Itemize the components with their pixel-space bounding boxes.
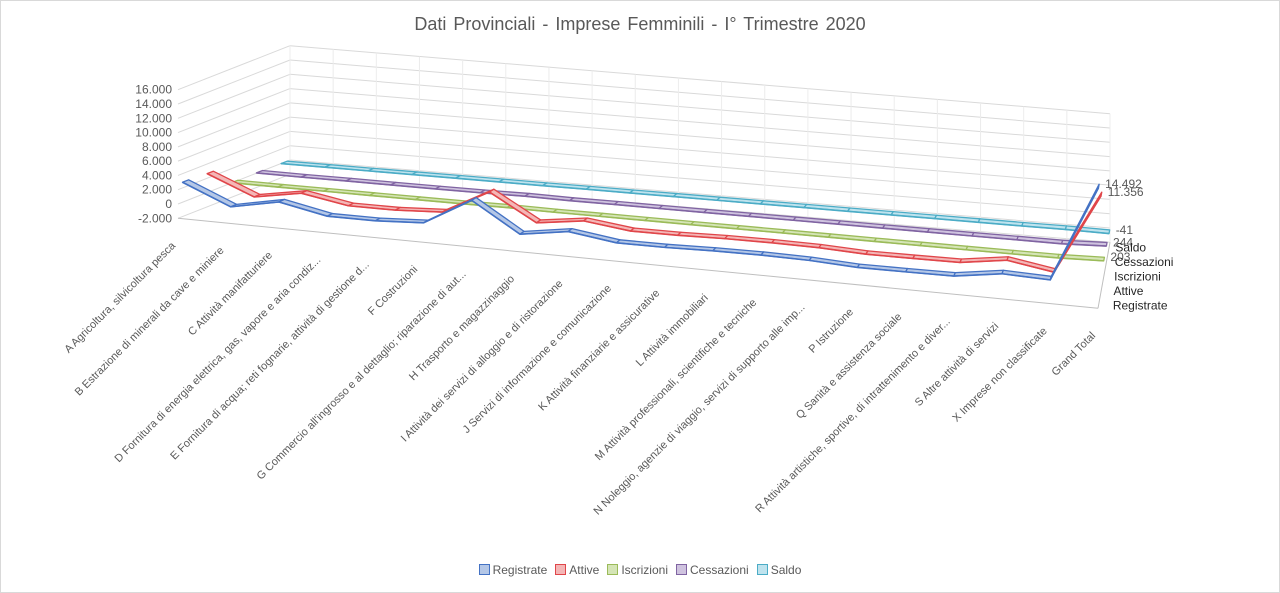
gridline-side	[177, 88, 291, 134]
legend-entry: Cessazioni	[676, 563, 749, 577]
legend-label: Iscrizioni	[621, 563, 668, 577]
series-ribbon-saldo	[280, 160, 1111, 235]
x-tick-label: H Trasporto e magazzinaggio	[407, 273, 517, 383]
floor-front-edge	[177, 217, 1099, 309]
floor-edge	[1097, 242, 1111, 309]
gridline-back	[289, 145, 1111, 215]
series-ribbon-cessazioni	[255, 169, 1108, 247]
legend-label: Registrate	[492, 563, 548, 577]
y-tick-label: 0	[165, 197, 172, 211]
x-tick-label: R Attività artistiche, sportive, di intr…	[753, 316, 953, 516]
gridline-side	[177, 45, 291, 91]
legend-entry: Attive	[555, 563, 599, 577]
series-ribbon-registrate	[181, 179, 1100, 281]
series-ribbon-attive	[206, 170, 1103, 274]
series-axis-label: Cessazioni	[1115, 255, 1174, 269]
gridline-side	[177, 173, 291, 219]
gridline-side	[177, 102, 291, 148]
legend-entry: Registrate	[478, 563, 548, 577]
ribbon-segment	[567, 227, 621, 244]
y-tick-label: 8.000	[142, 140, 172, 154]
data-label: 244	[1113, 235, 1133, 249]
legend-entry: Iscrizioni	[607, 563, 668, 577]
legend-label: Saldo	[770, 563, 802, 577]
x-tick-label: P Istruzione	[807, 306, 856, 355]
gridline-side	[177, 59, 291, 105]
series-line	[231, 181, 1104, 262]
y-tick-label: 2.000	[142, 183, 172, 197]
y-tick-label: 16.000	[135, 83, 172, 97]
legend-entry: Saldo	[756, 563, 802, 577]
series-line	[182, 181, 1100, 281]
x-tick-label: F Costruzioni	[366, 264, 420, 318]
gridline-back	[289, 45, 1111, 115]
legend-label: Cessazioni	[690, 563, 749, 577]
gridline-side	[177, 116, 291, 162]
y-tick-label: 6.000	[142, 154, 172, 168]
data-label: 14.492	[1105, 177, 1142, 191]
series-axis-label: Iscrizioni	[1114, 270, 1161, 284]
x-tick-label: E Fornitura di acqua; reti fognarie, att…	[168, 259, 371, 462]
y-tick-label: 4.000	[142, 168, 172, 182]
x-tick-label: Grand Total	[1050, 330, 1099, 379]
legend: Registrate Attive Iscrizioni Cessazioni Sald…	[0, 563, 1280, 577]
legend-swatch	[607, 564, 619, 575]
legend-swatch	[676, 564, 687, 575]
x-tick-label: A Agricoltura, silvicoltura pesca	[62, 239, 178, 355]
gridline-side	[177, 73, 291, 119]
data-label: -41	[1116, 223, 1134, 237]
y-tick-label: 10.000	[135, 126, 172, 140]
series-layer	[181, 160, 1111, 281]
gridline-back	[289, 130, 1111, 200]
data-label: 203	[1110, 250, 1130, 264]
series-line	[256, 172, 1107, 247]
y-tick-label: -2.000	[138, 211, 172, 225]
gridline-side	[177, 145, 291, 191]
gridline-back	[289, 102, 1111, 172]
data-label: 11.356	[1108, 185, 1144, 199]
x-tick-label: Q Sanità e assistenza sociale	[794, 311, 905, 422]
legend-swatch	[478, 564, 490, 575]
series-axis-label: Attive	[1113, 284, 1143, 298]
x-tick-label: X Imprese non classificate	[950, 325, 1049, 424]
chart-title: Dati Provinciali - Imprese Femminili - I…	[414, 14, 866, 34]
legend-label: Attive	[569, 563, 600, 577]
series-line	[206, 172, 1102, 274]
gridline-side	[177, 130, 291, 176]
series-line	[280, 162, 1110, 235]
series-axis-label: Saldo	[1115, 241, 1146, 255]
ribbon-segment	[582, 217, 635, 232]
ribbon-segment	[278, 198, 334, 217]
gridline-back	[289, 59, 1111, 129]
x-tick-label: G Commercio all'ingrosso e al dettaglio;…	[255, 268, 469, 482]
gridline-back	[289, 159, 1111, 229]
gridline-back	[289, 88, 1111, 158]
series-axis-label: Registrate	[1113, 299, 1168, 313]
legend-swatch	[756, 564, 768, 575]
gridline-back	[289, 116, 1111, 186]
legend-swatch	[555, 564, 567, 575]
y-tick-label: 14.000	[135, 97, 172, 111]
x-tick-label: D Fornitura di energia elettrica, gas, v…	[113, 254, 324, 465]
gridline-back	[289, 73, 1111, 143]
grid-layer: -2.00002.0004.0006.0008.00010.00012.0001…	[135, 45, 1111, 309]
y-tick-label: 12.000	[135, 111, 172, 125]
